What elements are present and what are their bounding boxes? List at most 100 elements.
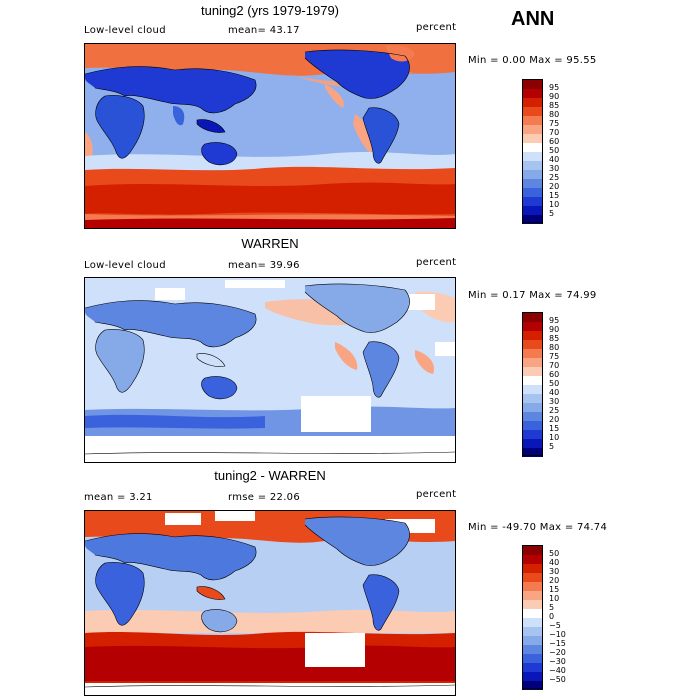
colorbar-tick-label: 40	[549, 558, 560, 567]
colorbar-tick-label: 5	[549, 603, 555, 612]
south-atlantic-stratus	[415, 350, 435, 374]
colorbar-swatch	[522, 312, 543, 322]
africa	[95, 329, 145, 393]
australia	[201, 376, 237, 399]
no-data-south-strip	[85, 683, 455, 695]
colorbar-tick-label: 15	[549, 424, 560, 433]
colorbar-tick-label: 75	[549, 352, 560, 361]
colorbar-tick-label: 10	[549, 433, 560, 442]
colorbar-swatch	[522, 599, 543, 609]
units-label: percent	[416, 257, 457, 268]
units-label: percent	[416, 489, 457, 500]
no-data-north-2	[215, 511, 255, 521]
colorbar-swatch	[522, 644, 543, 654]
colorbar-swatch	[522, 97, 543, 107]
colorbar-tick-label: −15	[549, 639, 566, 648]
colorbar-tick-label: 10	[549, 594, 560, 603]
southern-dark-band	[85, 414, 265, 429]
colorbar-swatch	[522, 411, 543, 421]
colorbar-tick-label: 5	[549, 442, 555, 451]
no-data-east	[435, 342, 455, 356]
colorbar-swatch	[522, 357, 543, 367]
colorbar-tick-label: 80	[549, 343, 560, 352]
colorbar-tick-label: 50	[549, 549, 560, 558]
no-data-box	[301, 396, 371, 432]
map-warren-low-cloud	[84, 277, 456, 463]
colorbar-tick-label: 0	[549, 612, 555, 621]
colorbar-tick-label: 85	[549, 101, 560, 110]
colorbar-swatch	[522, 626, 543, 636]
colorbar-tick-label: 25	[549, 173, 560, 182]
colorbar-tick-label: −5	[549, 621, 561, 630]
colorbar-swatch	[522, 106, 543, 116]
no-data-north-2	[225, 280, 285, 288]
colorbar-tick-label: 50	[549, 379, 560, 388]
map-plot	[85, 278, 455, 462]
colorbar-swatch	[522, 169, 543, 179]
colorbar-swatch	[522, 402, 543, 412]
min-max-label: Min = 0.17 Max = 74.99	[468, 290, 597, 301]
colorbar-swatch	[522, 680, 543, 690]
peru-stratocumulus	[353, 114, 373, 154]
colorbar-swatch	[522, 608, 543, 618]
colorbar-swatch	[522, 133, 543, 143]
colorbar-swatch	[522, 581, 543, 591]
eurasia	[85, 66, 257, 113]
colorbar-tick-label: 10	[549, 200, 560, 209]
colorbar-tick-label: 95	[549, 83, 560, 92]
colorbar-tick-label: 30	[549, 567, 560, 576]
colorbar-tick-label: 60	[549, 137, 560, 146]
antarctica	[85, 218, 455, 228]
north-america	[305, 49, 410, 99]
colorbar-swatch	[522, 420, 543, 430]
colorbar-swatch	[522, 554, 543, 564]
colorbar-swatch	[522, 79, 543, 89]
min-max-label: Min = -49.70 Max = 74.74	[468, 522, 608, 533]
colorbar-tick-label: 30	[549, 397, 560, 406]
south-america	[363, 107, 399, 164]
colorbar-swatch	[522, 447, 543, 457]
colorbar-tick-label: 20	[549, 576, 560, 585]
colorbar-tick-label: 30	[549, 164, 560, 173]
peru-stratus	[335, 342, 358, 370]
colorbar-swatch	[522, 545, 543, 555]
southern-positive-core	[85, 645, 455, 681]
colorbar-swatch	[522, 662, 543, 672]
north-america	[305, 283, 410, 333]
colorbar-tick-label: 40	[549, 155, 560, 164]
colorbar-tick-label: 15	[549, 191, 560, 200]
africa	[95, 95, 145, 159]
panel-title: tuning2 (yrs 1979-1979)	[200, 3, 340, 18]
colorbar-swatch	[522, 572, 543, 582]
colorbar-swatch	[522, 617, 543, 627]
rmse-label: rmse = 22.06	[228, 492, 301, 503]
namibia-stratocumulus	[85, 132, 93, 160]
colorbar-swatch	[522, 393, 543, 403]
colorbar-tick-label: 90	[549, 325, 560, 334]
map-model-low-cloud	[84, 43, 456, 229]
colorbar-swatch	[522, 429, 543, 439]
colorbar-tick-label: 80	[549, 110, 560, 119]
colorbar-swatch	[522, 438, 543, 448]
maritime-continent	[197, 586, 225, 600]
colorbar-tick-label: 15	[549, 585, 560, 594]
india	[173, 106, 185, 126]
colorbar-tick-label: 25	[549, 406, 560, 415]
maritime-continent	[197, 119, 225, 133]
no-data-south	[85, 436, 455, 462]
colorbar-swatch	[522, 88, 543, 98]
colorbar-swatch	[522, 339, 543, 349]
colorbar-swatch	[522, 124, 543, 134]
units-label: percent	[416, 22, 457, 33]
colorbar-tick-label: 85	[549, 334, 560, 343]
colorbar-tick-label: 70	[549, 361, 560, 370]
panel-title: tuning2 - WARREN	[214, 468, 326, 483]
colorbar-swatch	[522, 160, 543, 170]
coastlines	[85, 49, 410, 166]
coastlines	[85, 283, 455, 455]
colorbar-tick-label: 95	[549, 316, 560, 325]
eurasia	[85, 300, 257, 347]
season-label: ANN	[511, 8, 555, 30]
no-data-north-1	[165, 513, 201, 525]
colorbar-swatch	[522, 196, 543, 206]
